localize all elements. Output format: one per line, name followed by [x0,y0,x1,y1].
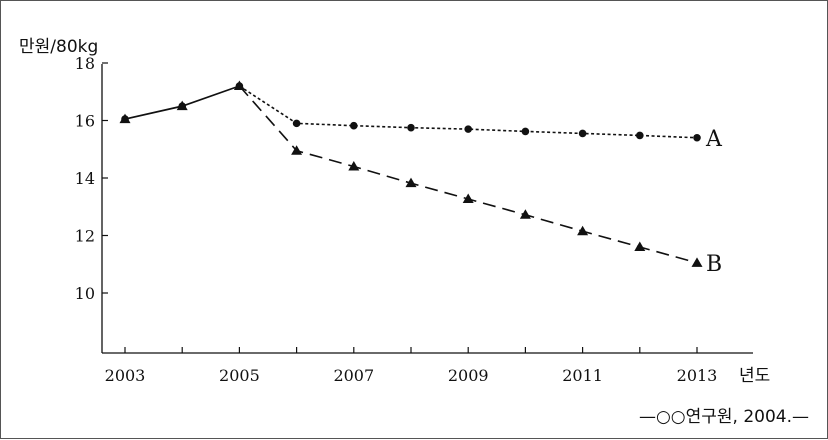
point-A [292,119,301,128]
point-A [407,123,415,132]
point-historical-triangle [119,113,131,124]
y-axis-label: 만원/80kg [19,37,98,57]
x-tick-label: 2005 [219,366,260,385]
series-labels: AB [705,127,723,277]
point-B [634,241,646,251]
point-A [578,129,587,138]
series-markers [119,80,703,267]
series-lines [124,85,698,264]
y-tick-label: 16 [75,112,95,131]
x-tick-label: 2009 [448,366,489,385]
point-B [348,161,360,171]
x-tick-label: 2007 [333,366,374,385]
x-tick-label: 2013 [677,366,718,385]
axis-ticks: 10 12 14 16 18 2003 2005 2007 2009 2011 2013 [75,54,718,385]
point-B [405,177,417,188]
y-tick-label: 12 [75,227,95,246]
axes [101,64,753,354]
series-line-A [238,85,698,139]
point-historical-triangle [233,80,245,90]
y-tick-label: 10 [75,284,95,303]
point-A [350,121,358,130]
point-B [519,209,531,219]
series-line-B [238,85,698,264]
x-tick-label: 2003 [105,366,146,385]
point-B [291,145,303,155]
point-A [464,125,473,133]
point-A [636,131,644,140]
source-citation: —○○연구원, 2004.— [639,407,809,427]
x-axis-label: 년도 [739,366,770,386]
point-historical-triangle [176,100,188,111]
point-A [521,127,530,136]
series-label-B: B [706,252,722,277]
point-B [691,257,703,267]
point-B [577,225,589,236]
x-tick-label: 2011 [562,366,603,385]
y-tick-label: 18 [75,54,95,73]
point-A [693,133,701,142]
y-tick-label: 14 [75,169,95,188]
point-B [462,193,474,203]
series-label-A: A [705,127,723,152]
